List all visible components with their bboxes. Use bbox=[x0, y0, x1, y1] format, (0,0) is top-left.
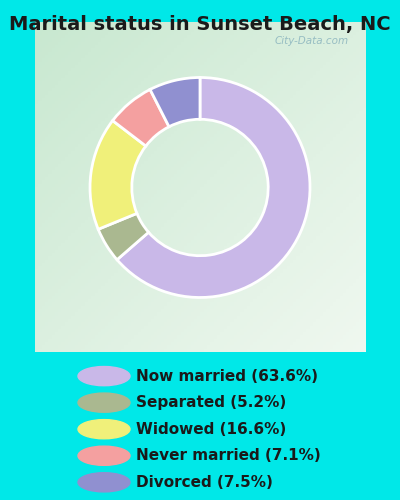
Circle shape bbox=[78, 446, 130, 466]
Circle shape bbox=[78, 366, 130, 386]
Text: Divorced (7.5%): Divorced (7.5%) bbox=[136, 475, 273, 490]
Text: Separated (5.2%): Separated (5.2%) bbox=[136, 395, 286, 410]
Circle shape bbox=[78, 472, 130, 492]
Text: Marital status in Sunset Beach, NC: Marital status in Sunset Beach, NC bbox=[9, 15, 391, 34]
Text: Never married (7.1%): Never married (7.1%) bbox=[136, 448, 321, 463]
Circle shape bbox=[78, 420, 130, 439]
Text: Now married (63.6%): Now married (63.6%) bbox=[136, 368, 318, 384]
Wedge shape bbox=[113, 90, 169, 146]
Wedge shape bbox=[90, 120, 146, 230]
Text: City-Data.com: City-Data.com bbox=[274, 36, 348, 46]
Wedge shape bbox=[150, 78, 200, 126]
Wedge shape bbox=[117, 78, 310, 298]
Text: Widowed (16.6%): Widowed (16.6%) bbox=[136, 422, 286, 436]
Circle shape bbox=[78, 393, 130, 412]
Wedge shape bbox=[98, 214, 148, 260]
